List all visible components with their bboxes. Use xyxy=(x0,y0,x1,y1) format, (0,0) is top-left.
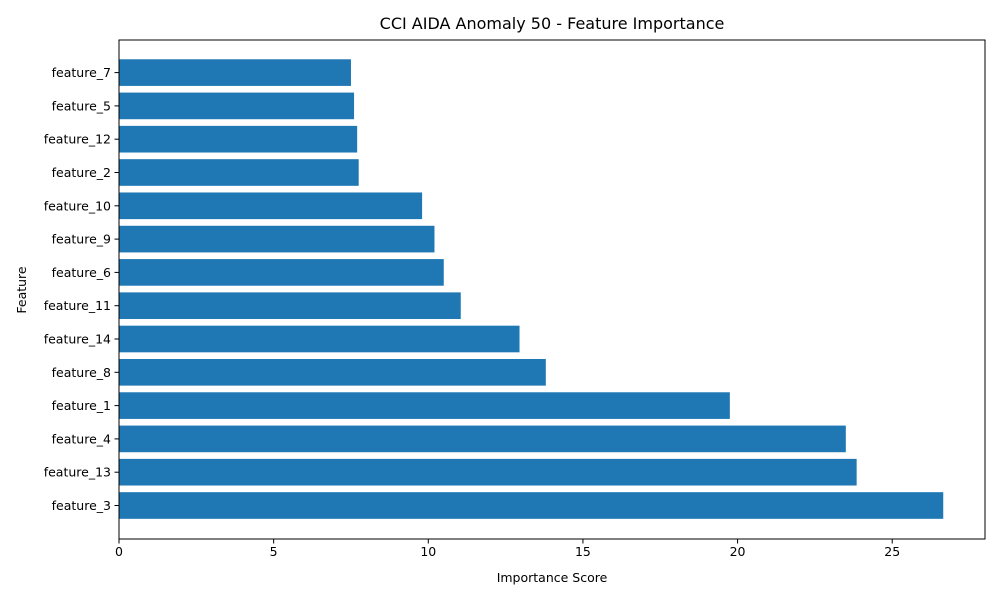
x-axis-ticks: 0 5 10 15 20 25 xyxy=(115,539,900,559)
bar-feature_1 xyxy=(119,392,730,419)
chart-title: CCI AIDA Anomaly 50 - Feature Importance xyxy=(380,14,725,33)
bar-feature_7 xyxy=(119,59,351,86)
y-tick-label: feature_5 xyxy=(52,98,111,113)
bars-group xyxy=(119,59,944,519)
x-axis-label: Importance Score xyxy=(497,570,608,585)
y-tick-label: feature_7 xyxy=(52,65,111,80)
y-tick-label: feature_8 xyxy=(52,365,111,380)
bar-feature_6 xyxy=(119,259,444,286)
bar-feature_9 xyxy=(119,225,435,253)
x-tick-label: 25 xyxy=(884,544,900,559)
y-tick-label: feature_4 xyxy=(52,431,111,446)
y-tick-label: feature_1 xyxy=(52,398,111,413)
y-tick-label: feature_10 xyxy=(44,198,111,213)
plot-frame xyxy=(118,39,986,540)
y-tick-label: feature_13 xyxy=(44,465,111,480)
y-tick-label: feature_12 xyxy=(44,132,111,147)
bar-feature_14 xyxy=(119,325,520,353)
bar-feature_10 xyxy=(119,192,423,220)
y-tick-label: feature_3 xyxy=(52,498,111,513)
y-tick-label: feature_6 xyxy=(52,265,111,280)
bar-feature_13 xyxy=(119,458,857,486)
bar-feature_11 xyxy=(119,292,461,320)
y-tick-label: feature_14 xyxy=(44,332,111,347)
bar-feature_2 xyxy=(119,159,359,186)
bar-feature_5 xyxy=(119,92,355,120)
bar-feature_4 xyxy=(119,425,846,453)
bar-feature_3 xyxy=(119,492,944,519)
x-tick-label: 0 xyxy=(115,544,123,559)
y-tick-label: feature_2 xyxy=(52,165,111,180)
x-tick-label: 5 xyxy=(270,544,278,559)
y-tick-label: feature_11 xyxy=(44,298,111,313)
y-axis-ticks: feature_3 feature_13 feature_4 feature_1 fea… xyxy=(44,65,119,513)
bar-feature_8 xyxy=(119,358,546,386)
y-tick-label: feature_9 xyxy=(52,232,111,247)
y-axis-label: Feature xyxy=(14,266,29,314)
x-tick-label: 20 xyxy=(730,544,746,559)
x-tick-label: 10 xyxy=(420,544,436,559)
bar-feature_12 xyxy=(119,125,358,153)
x-tick-label: 15 xyxy=(575,544,591,559)
